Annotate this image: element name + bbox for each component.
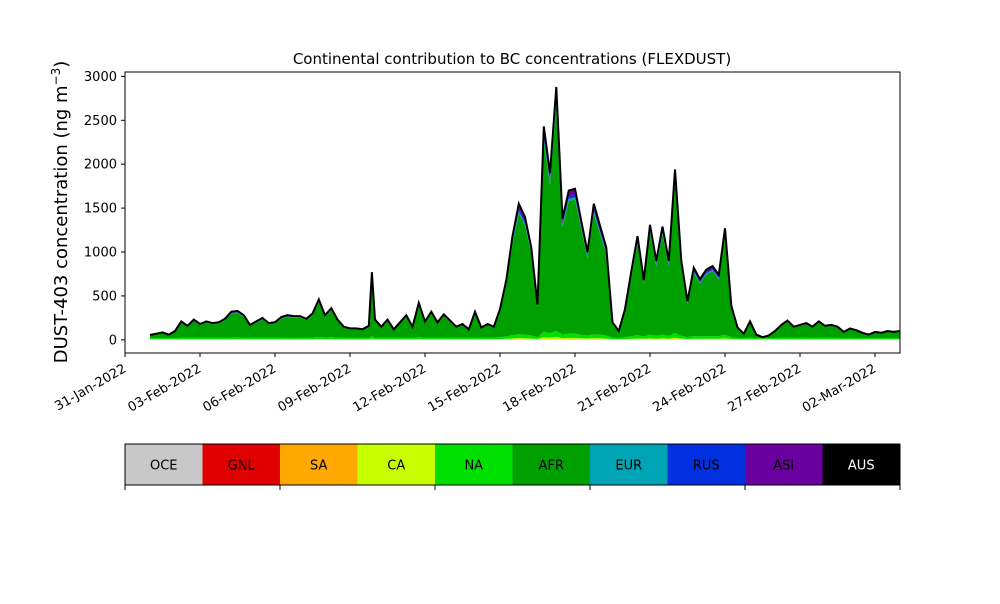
x-tick-label: 03-Feb-2022 — [125, 361, 204, 415]
x-tick-label: 09-Feb-2022 — [275, 361, 354, 415]
x-tick-label: 21-Feb-2022 — [575, 361, 654, 415]
legend-swatch-na — [435, 444, 513, 485]
legend-swatch-ca — [357, 444, 436, 485]
axes: 0 500 1000 1500 2000 2500 3000 31-Jan-202203-Fe… — [52, 70, 901, 416]
y-tick-label: 2000 — [84, 158, 117, 173]
legend-swatch-aus — [822, 444, 901, 485]
legend-frame — [124, 443, 901, 486]
legend-label-rus: RUS — [693, 459, 720, 474]
y-axis-label-exponent: −3 — [49, 68, 63, 86]
y-tick-label: 1500 — [84, 202, 117, 217]
x-tick-label: 06-Feb-2022 — [200, 361, 279, 415]
legend-label-aus: AUS — [848, 459, 875, 474]
y-tick-label: 1000 — [84, 246, 117, 261]
legend-label-asi: ASI — [773, 459, 794, 474]
x-tick-label: 31-Jan-2022 — [52, 361, 129, 414]
y-axis-label-main: DUST-403 concentration (ng m — [51, 85, 72, 363]
legend-swatch-asi — [745, 444, 823, 485]
legend-swatch-gnl — [202, 444, 281, 485]
plot-frame — [124, 71, 901, 354]
legend-swatch-oce — [125, 444, 203, 485]
area-ca — [150, 336, 900, 340]
y-axis-label-close: ) — [51, 61, 72, 68]
chart-title: Continental contribution to BC concentra… — [293, 50, 731, 68]
area-afr — [150, 104, 900, 339]
x-tick-label: 27-Feb-2022 — [725, 361, 804, 415]
legend-label-sa: SA — [310, 459, 327, 474]
legend-swatch-eur — [590, 444, 668, 485]
legend-swatch-afr — [512, 444, 591, 485]
y-axis-label: DUST-403 concentration (ng m−3) — [49, 61, 72, 364]
area-na — [150, 330, 900, 340]
legend-label-oce: OCE — [150, 459, 178, 474]
y-tick-label: 0 — [109, 333, 117, 348]
x-tick-label: 15-Feb-2022 — [425, 361, 504, 415]
total-line — [149, 86, 901, 339]
x-tick-label: 24-Feb-2022 — [650, 361, 729, 415]
legend-swatch-sa — [280, 444, 358, 485]
legend-label-eur: EUR — [615, 459, 642, 474]
legend-label-na: NA — [464, 459, 483, 474]
plot-area — [149, 86, 901, 340]
y-tick-label: 2500 — [84, 114, 117, 129]
legend-swatch-rus — [667, 444, 746, 485]
x-tick-label: 02-Mar-2022 — [800, 361, 879, 415]
x-tick-label: 12-Feb-2022 — [350, 361, 429, 415]
x-tick-label: 18-Feb-2022 — [500, 361, 579, 415]
legend-colorbar: OCE GNL SA CA NA AFR EUR RUS ASI AUS — [124, 443, 901, 490]
legend-label-afr: AFR — [539, 459, 564, 474]
legend-label-ca: CA — [387, 459, 405, 474]
y-tick-label: 500 — [92, 289, 117, 304]
y-tick-label: 3000 — [84, 70, 117, 85]
legend-label-gnl: GNL — [228, 459, 256, 474]
